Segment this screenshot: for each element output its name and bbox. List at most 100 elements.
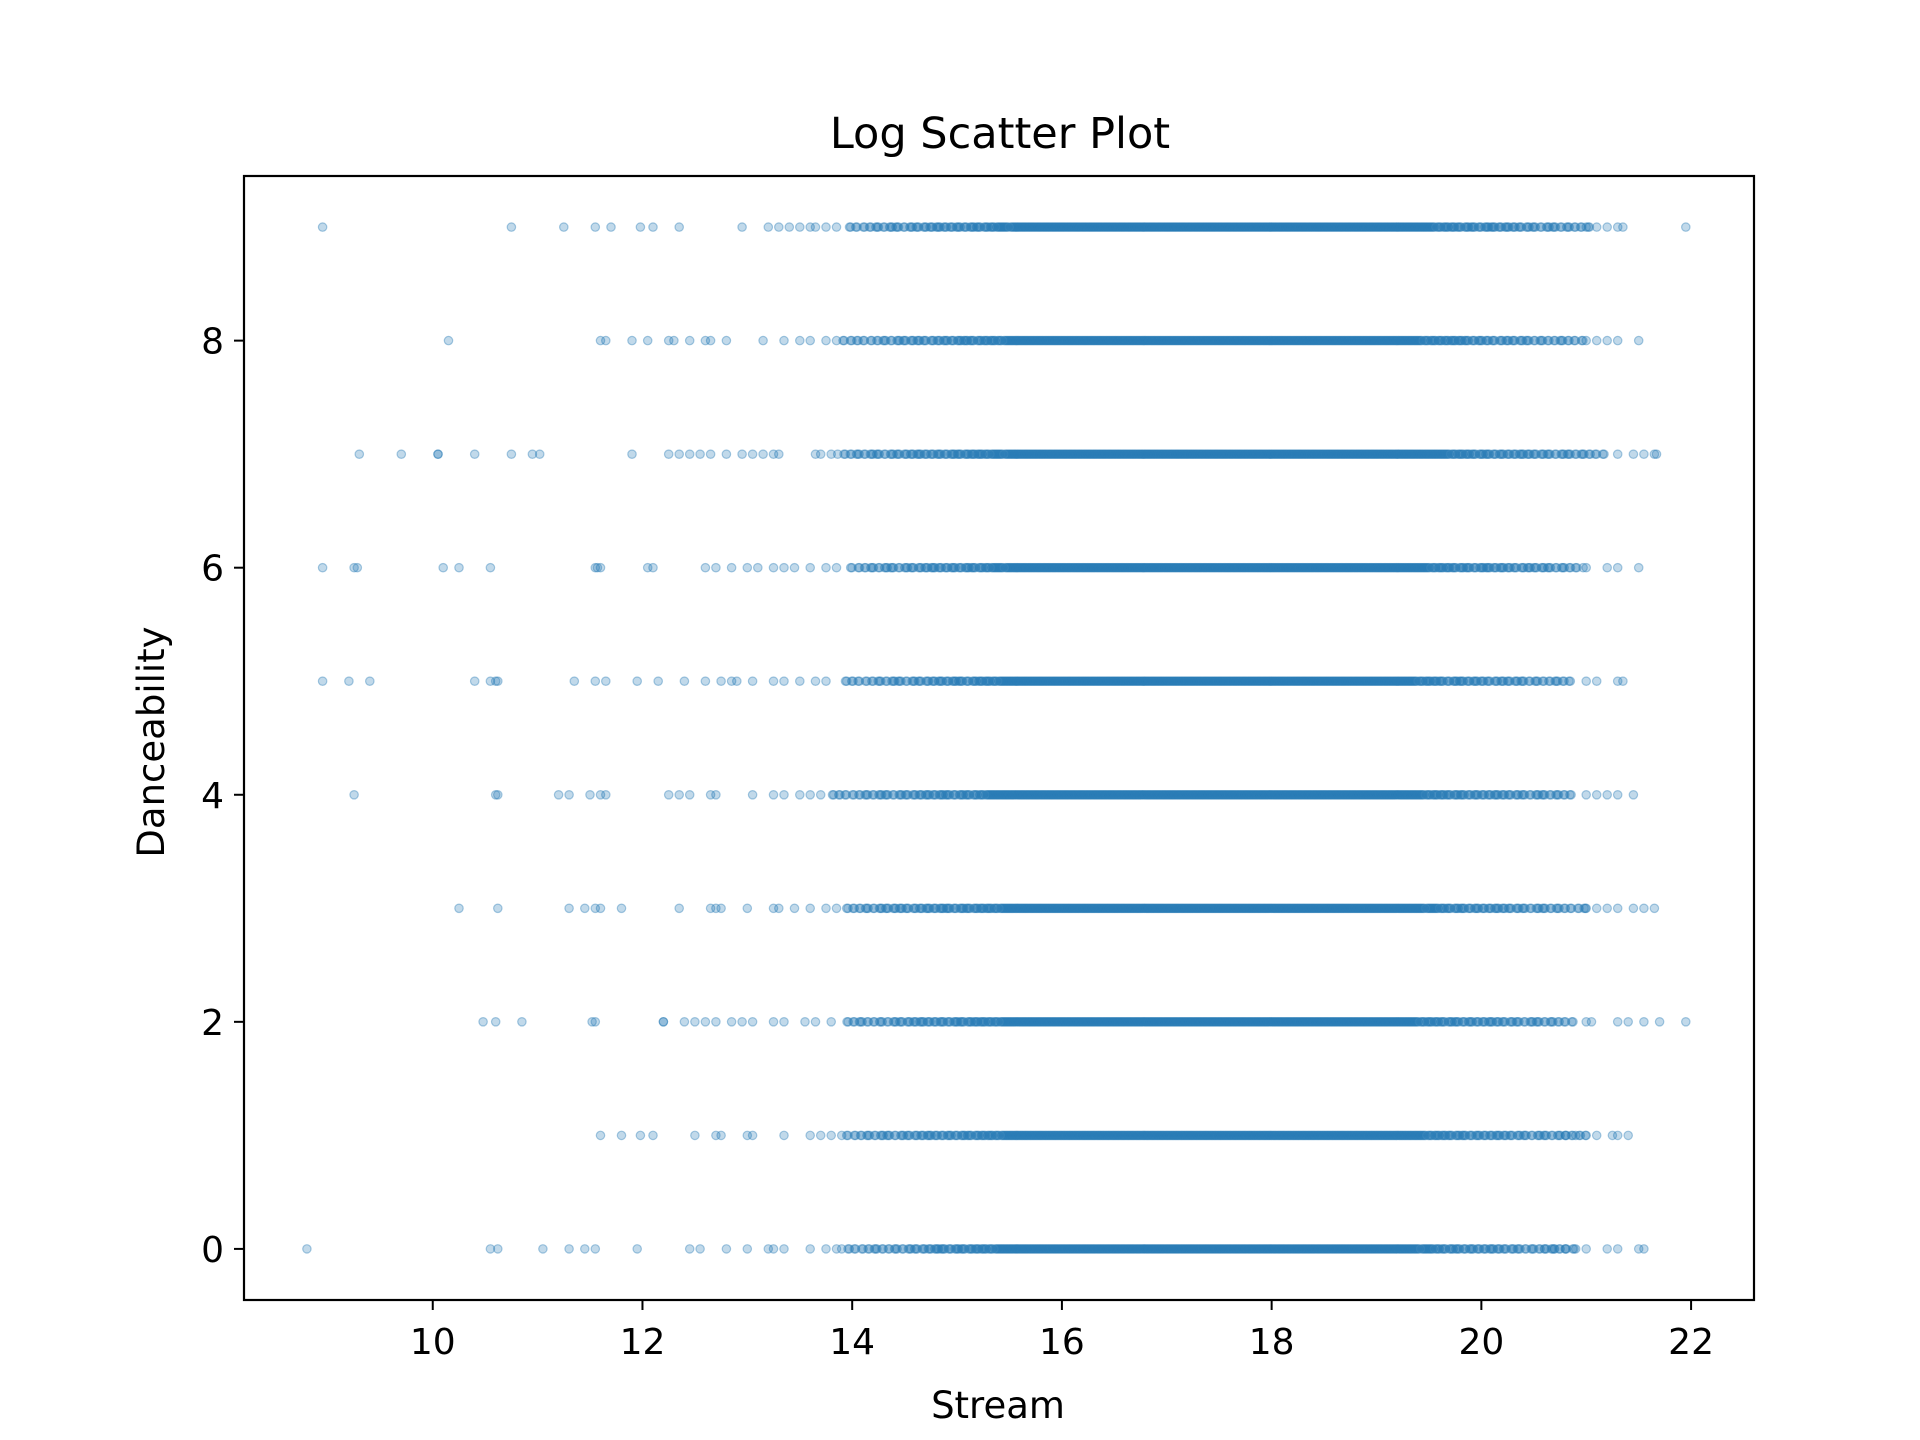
data-point (863, 1244, 873, 1254)
data-point (443, 335, 454, 346)
data-point (965, 1244, 975, 1254)
data-point (534, 449, 545, 459)
data-point (1074, 1244, 1085, 1254)
data-point (1209, 1244, 1219, 1254)
data-point (779, 1016, 789, 1027)
data-point (1125, 1244, 1135, 1254)
data-point (1325, 1244, 1335, 1254)
data-point (1286, 1244, 1296, 1254)
data-point (1337, 1244, 1348, 1254)
data-point (1247, 1244, 1257, 1254)
data-point (705, 335, 716, 346)
data-point (690, 1016, 700, 1027)
data-point (684, 1244, 695, 1254)
data-point (1073, 1244, 1084, 1254)
data-point (1331, 1244, 1341, 1254)
data-point (997, 1244, 1008, 1254)
data-point (663, 789, 674, 800)
data-point (1037, 1244, 1047, 1254)
data-point (1002, 1244, 1013, 1254)
data-point (768, 789, 779, 800)
data-point (1318, 1244, 1329, 1254)
data-point (1087, 1244, 1097, 1254)
data-point (564, 1244, 574, 1254)
data-point (1210, 1244, 1221, 1254)
data-point (1054, 1244, 1065, 1254)
data-point (590, 1244, 601, 1254)
data-point (737, 1016, 747, 1027)
data-point (1019, 1244, 1029, 1254)
data-point (1179, 1244, 1189, 1254)
data-point (721, 1244, 732, 1254)
data-point (1602, 903, 1612, 914)
data-point (716, 1130, 726, 1141)
data-point (1052, 1244, 1062, 1254)
data-point (1152, 1244, 1163, 1254)
data-point (1335, 1244, 1345, 1254)
data-point (1252, 1244, 1262, 1254)
data-point (1155, 1244, 1165, 1254)
data-point (684, 449, 695, 459)
data-point (564, 903, 574, 914)
data-point (1069, 1244, 1080, 1254)
data-point (779, 1130, 789, 1141)
data-point (1135, 1244, 1145, 1254)
data-point (1297, 1244, 1308, 1254)
data-point (1181, 1244, 1192, 1254)
data-point (1346, 1244, 1357, 1254)
data-point (1244, 1244, 1255, 1254)
data-point (1111, 1244, 1121, 1254)
data-point (1220, 1244, 1231, 1254)
data-point (1189, 1244, 1199, 1254)
data-point (958, 1244, 969, 1254)
data-point (1064, 1244, 1075, 1254)
data-point (627, 449, 637, 459)
data-point (1612, 562, 1623, 573)
data-point (1277, 1244, 1287, 1254)
data-point (1261, 1244, 1271, 1254)
data-point (1240, 1244, 1251, 1254)
data-point (1137, 1244, 1148, 1254)
data-point (1201, 1244, 1212, 1254)
data-point (1257, 1244, 1267, 1254)
data-point (1266, 1244, 1276, 1254)
data-point (831, 903, 842, 914)
data-point (929, 1244, 940, 1254)
data-point (1045, 1244, 1056, 1254)
data-point (1649, 903, 1660, 914)
data-point (695, 1244, 705, 1254)
data-point (1128, 1244, 1139, 1254)
data-point (1107, 1244, 1118, 1254)
data-point (1076, 1244, 1086, 1254)
data-point (1079, 1244, 1090, 1254)
data-point (1581, 789, 1591, 800)
data-point (1185, 1244, 1196, 1254)
data-point (1262, 1244, 1272, 1254)
data-point (1300, 1244, 1310, 1254)
data-point (1047, 1244, 1057, 1254)
data-point (1055, 1244, 1066, 1254)
data-point (1581, 676, 1591, 686)
data-point (1157, 1244, 1168, 1254)
data-point (1272, 1244, 1282, 1254)
data-point (1273, 1244, 1284, 1254)
data-point (590, 222, 601, 232)
data-point (1167, 1244, 1178, 1254)
data-point (937, 1244, 948, 1254)
data-point (1147, 1244, 1158, 1254)
data-point (1219, 1244, 1229, 1254)
data-point (1238, 1244, 1248, 1254)
data-point (810, 676, 821, 686)
data-point (579, 1244, 590, 1254)
data-point (492, 789, 503, 800)
data-point (595, 562, 606, 573)
data-point (1194, 1244, 1204, 1254)
data-point (1654, 1016, 1665, 1027)
data-point (1264, 1244, 1275, 1254)
data-point (856, 1244, 867, 1254)
data-point (1224, 1244, 1235, 1254)
data-point (815, 449, 826, 459)
data-point (1351, 1244, 1362, 1254)
data-point (1311, 1244, 1321, 1254)
data-point (1186, 1244, 1197, 1254)
